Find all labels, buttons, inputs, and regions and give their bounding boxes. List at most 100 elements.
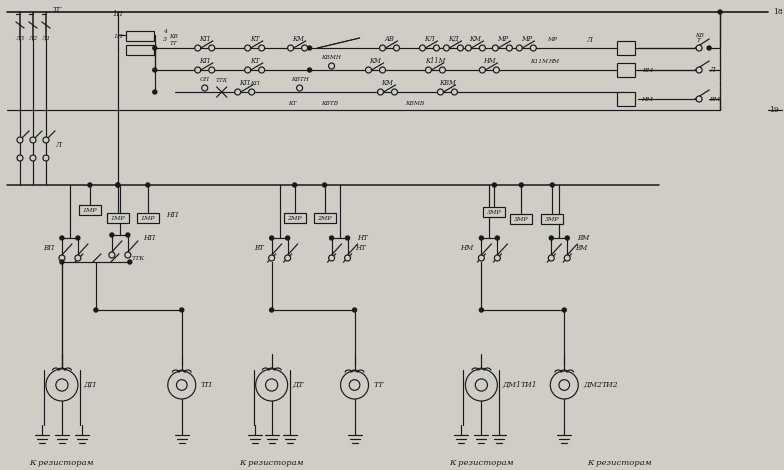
Text: КД: КД xyxy=(448,35,459,43)
Text: ТИ1: ТИ1 xyxy=(521,381,537,389)
Circle shape xyxy=(562,308,566,312)
Bar xyxy=(126,45,154,55)
Text: АВ: АВ xyxy=(385,35,394,43)
Text: К резисторам: К резисторам xyxy=(239,459,304,467)
Text: Л2: Л2 xyxy=(28,36,38,40)
Text: КВ: КВ xyxy=(169,33,178,39)
Text: ВМ: ВМ xyxy=(709,96,720,102)
Circle shape xyxy=(329,236,333,240)
Text: НМ: НМ xyxy=(483,57,495,65)
Text: КП: КП xyxy=(250,80,260,86)
Circle shape xyxy=(340,371,368,399)
Circle shape xyxy=(259,67,265,73)
Circle shape xyxy=(43,137,49,143)
Circle shape xyxy=(76,236,80,240)
Text: 3МР: 3МР xyxy=(514,217,528,221)
Circle shape xyxy=(495,255,500,261)
Circle shape xyxy=(437,89,444,95)
Bar xyxy=(617,63,635,77)
Circle shape xyxy=(353,308,357,312)
Circle shape xyxy=(46,369,78,401)
Text: Л1: Л1 xyxy=(42,36,50,40)
Circle shape xyxy=(492,45,499,51)
Text: НМ: НМ xyxy=(460,244,474,252)
Text: ТТ: ТТ xyxy=(170,40,178,46)
Text: КМ: КМ xyxy=(292,35,303,43)
Circle shape xyxy=(466,369,497,401)
Circle shape xyxy=(440,67,445,73)
Text: КЛ: КЛ xyxy=(424,35,435,43)
Text: К резисторам: К резисторам xyxy=(449,459,514,467)
Circle shape xyxy=(346,236,350,240)
Bar xyxy=(314,213,336,223)
Circle shape xyxy=(109,252,114,258)
Circle shape xyxy=(457,45,463,51)
Circle shape xyxy=(391,89,397,95)
Text: КП: КП xyxy=(239,79,250,87)
Circle shape xyxy=(434,45,440,51)
Circle shape xyxy=(270,236,274,240)
Circle shape xyxy=(88,183,92,187)
Circle shape xyxy=(266,379,278,391)
Circle shape xyxy=(707,46,711,50)
Text: КМ: КМ xyxy=(369,57,382,65)
Circle shape xyxy=(379,45,386,51)
Circle shape xyxy=(307,68,311,72)
Circle shape xyxy=(479,236,484,240)
Circle shape xyxy=(17,155,23,161)
Circle shape xyxy=(126,233,130,237)
Text: НП: НП xyxy=(143,234,155,242)
Circle shape xyxy=(517,45,522,51)
Circle shape xyxy=(285,255,291,261)
Circle shape xyxy=(17,137,23,143)
Circle shape xyxy=(249,89,255,95)
Text: КВТВ: КВТВ xyxy=(321,101,338,105)
Text: КВТН: КВТН xyxy=(291,77,309,81)
Circle shape xyxy=(128,260,132,264)
Circle shape xyxy=(479,45,485,51)
Text: ВТ: ВТ xyxy=(254,244,263,252)
Circle shape xyxy=(426,67,431,73)
Circle shape xyxy=(153,46,157,50)
Circle shape xyxy=(506,45,513,51)
Circle shape xyxy=(718,10,722,14)
Text: 3МР: 3МР xyxy=(487,210,502,214)
Circle shape xyxy=(292,183,296,187)
Text: 3МР: 3МР xyxy=(545,217,560,221)
Text: 19: 19 xyxy=(769,106,779,114)
Text: КП: КП xyxy=(199,35,210,43)
Text: ТТК: ТТК xyxy=(131,256,144,260)
Circle shape xyxy=(288,45,294,51)
Bar xyxy=(484,207,506,217)
Circle shape xyxy=(696,96,702,102)
Circle shape xyxy=(201,85,208,91)
Text: 2МР: 2МР xyxy=(287,216,302,220)
Circle shape xyxy=(296,85,303,91)
Circle shape xyxy=(479,67,485,73)
Circle shape xyxy=(378,89,383,95)
Text: ТГ: ТГ xyxy=(53,6,62,14)
Circle shape xyxy=(548,255,554,261)
Circle shape xyxy=(270,308,274,312)
Bar xyxy=(126,31,154,41)
Circle shape xyxy=(30,137,36,143)
Text: ТТК: ТТК xyxy=(216,78,228,83)
Circle shape xyxy=(30,155,36,161)
Text: МР: МР xyxy=(521,35,532,43)
Circle shape xyxy=(94,308,98,312)
Circle shape xyxy=(194,45,201,51)
Text: НМ: НМ xyxy=(641,96,653,102)
Text: ВМ: ВМ xyxy=(641,68,652,72)
Bar xyxy=(617,41,635,55)
Text: МР: МР xyxy=(547,37,557,41)
Bar xyxy=(510,214,532,224)
Text: 3: 3 xyxy=(163,37,167,41)
Circle shape xyxy=(176,380,187,390)
Circle shape xyxy=(550,236,554,240)
Circle shape xyxy=(59,255,65,261)
Text: НП: НП xyxy=(165,211,178,219)
Text: ВМ: ВМ xyxy=(577,234,590,242)
Text: 18: 18 xyxy=(773,8,783,16)
Circle shape xyxy=(519,183,524,187)
Text: КТ: КТ xyxy=(250,57,260,65)
